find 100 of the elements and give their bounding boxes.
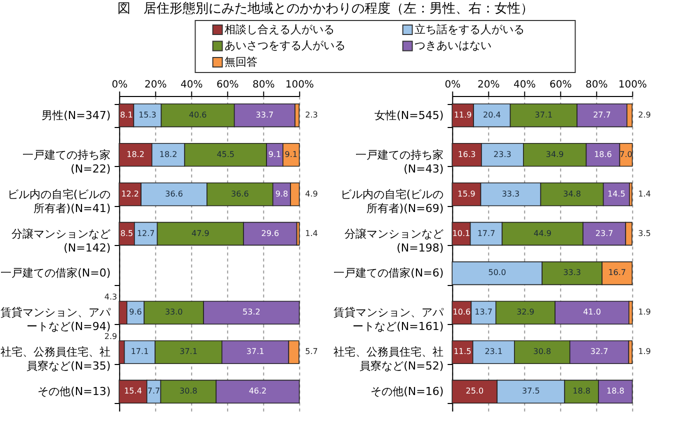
data-label: 20.4 [483, 110, 501, 120]
data-label: 11.5 [454, 347, 472, 356]
legend-label: つきあいはない [414, 39, 492, 52]
chart-title: 図 居住形態別にみた地域とのかかわりの程度（左：男性、右：女性） [117, 0, 534, 16]
data-label: 7.7 [147, 386, 160, 396]
data-label: 34.9 [546, 150, 564, 159]
data-label: 18.2 [159, 150, 178, 159]
y-tick-label: 社宅、公務員住宅、社員寮など(N=35) [0, 346, 111, 373]
data-label: 14.5 [607, 189, 626, 198]
data-label: 33.3 [563, 268, 582, 278]
data-label: 47.9 [192, 228, 210, 238]
data-label: 33.7 [256, 110, 274, 120]
data-label: 37.5 [522, 386, 540, 396]
data-label: 13.7 [474, 308, 492, 317]
legend-label: 立ち話をする人がいる [414, 22, 525, 36]
x-tick-label: 60% [550, 80, 572, 90]
data-label: 9.6 [129, 308, 142, 317]
y-tick-label: 一戸建ての持ち家(N=43) [356, 148, 444, 176]
data-label: 9.1 [284, 150, 298, 159]
data-label: 2.9 [638, 110, 651, 120]
data-label: 44.9 [534, 228, 552, 238]
data-label: 18.8 [606, 386, 624, 396]
x-tick-label: 20% [144, 80, 167, 90]
x-tick-label: 100% [618, 80, 647, 90]
data-label: 4.3 [104, 292, 118, 302]
data-label: 16.7 [608, 268, 626, 278]
y-tick-label: 一戸建ての借家(N=0) [0, 266, 111, 280]
y-tick-label: 社宅、公務員住宅、社員寮など(N=52) [334, 346, 444, 373]
data-label: 9.1 [268, 150, 282, 159]
x-tick-label: 60% [216, 80, 239, 90]
data-label: 18.8 [572, 386, 590, 396]
data-label: 36.6 [231, 189, 249, 198]
data-label: 10.1 [452, 228, 470, 238]
x-tick-label: 80% [586, 80, 608, 90]
x-tick-label: 100% [285, 80, 314, 90]
x-tick-label: 40% [180, 80, 203, 90]
y-tick-label: 一戸建ての持ち家(N=22) [22, 148, 111, 176]
data-label: 5.7 [305, 347, 318, 356]
data-label: 32.7 [590, 347, 608, 356]
legend-label: 無回答 [224, 55, 258, 68]
data-label: 23.1 [484, 347, 503, 356]
data-label: 15.4 [124, 386, 142, 396]
y-tick-label: 女性(N=545) [374, 108, 444, 122]
data-label: 17.1 [130, 347, 149, 356]
data-label: 8.1 [120, 110, 133, 120]
data-label: 53.2 [242, 308, 260, 317]
y-tick-label: 一戸建ての借家(N=6) [334, 266, 444, 280]
data-label: 15.3 [138, 110, 156, 120]
data-label: 37.1 [534, 110, 553, 120]
x-tick-label: 0% [112, 80, 128, 90]
data-label: 7.0 [620, 150, 632, 159]
data-label: 36.6 [165, 189, 183, 198]
data-label: 46.2 [248, 386, 267, 396]
data-label: 25.0 [466, 386, 484, 396]
legend-label: あいさつをする人がいる [224, 39, 346, 52]
legend-label: 相談し合える人がいる [224, 22, 335, 36]
data-label: 34.8 [563, 189, 581, 198]
data-label: 30.8 [533, 347, 552, 356]
x-tick-label: 80% [252, 80, 275, 90]
data-label: 12.2 [121, 189, 140, 198]
y-tick-label: 賃貸マンション、アパートなど(N=94) [0, 306, 112, 334]
data-label: 10.6 [452, 308, 471, 317]
x-tick-label: 0% [444, 80, 461, 90]
data-label: 1.9 [638, 308, 651, 317]
y-tick-label: その他(N=16) [370, 385, 444, 398]
x-tick-label: 40% [514, 80, 536, 90]
data-label: 23.3 [494, 150, 512, 159]
data-label: 37.1 [246, 347, 264, 356]
y-tick-label: 分譲マンションなど(N=198) [344, 227, 444, 254]
y-tick-label: ビル内の自宅(ビルの所有者)(N=69) [340, 188, 444, 215]
x-tick-label: 20% [478, 80, 500, 90]
y-tick-label: 男性(N=347) [42, 108, 111, 122]
data-label: 3.5 [638, 228, 651, 238]
data-label: 23.7 [595, 228, 614, 238]
y-tick-label: その他(N=13) [38, 385, 111, 398]
data-label: 50.0 [488, 268, 506, 278]
data-label: 11.9 [454, 110, 472, 120]
data-label: 29.6 [261, 228, 280, 238]
data-label: 8.5 [120, 228, 134, 238]
data-label: 18.2 [126, 150, 144, 159]
y-tick-label: ビル内の自宅(ビルの所有者)(N=41) [7, 188, 111, 215]
data-label: 1.9 [638, 347, 651, 356]
data-label: 33.3 [502, 189, 520, 198]
y-tick-label: 分譲マンションなど(N=142) [12, 227, 111, 254]
data-label: 40.6 [188, 110, 207, 120]
data-label: 1.4 [305, 228, 318, 238]
data-label: 37.1 [180, 347, 198, 356]
data-label: 2.9 [104, 332, 118, 342]
data-label: 32.9 [516, 308, 534, 317]
data-label: 12.7 [136, 228, 155, 238]
data-label: 27.7 [593, 110, 611, 120]
data-label: 15.9 [458, 189, 476, 198]
data-label: 45.5 [216, 150, 235, 159]
data-label: 33.0 [164, 308, 183, 317]
data-label: 4.9 [305, 189, 318, 198]
data-label: 16.3 [458, 150, 476, 159]
y-tick-label: 賃貸マンション、アパートなど(N=161) [334, 306, 445, 334]
data-label: 18.6 [594, 150, 612, 159]
data-label: 17.7 [477, 228, 496, 238]
data-label: 1.4 [638, 189, 651, 198]
